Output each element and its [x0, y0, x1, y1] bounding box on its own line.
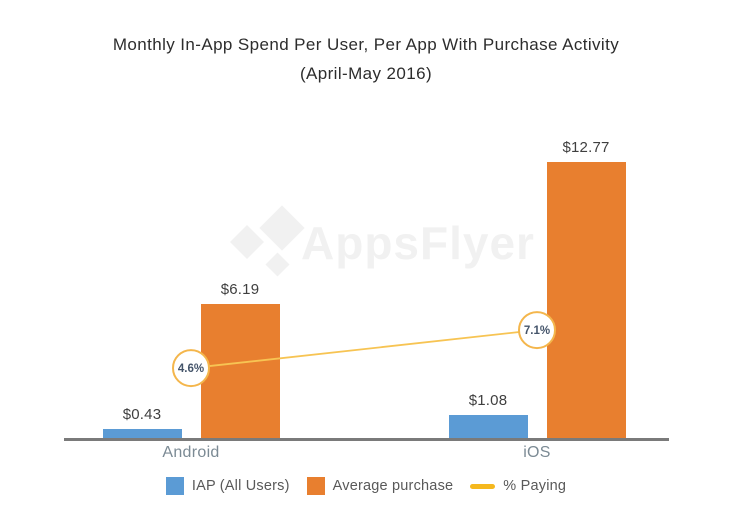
chart-title: Monthly In-App Spend Per User, Per App W… — [0, 30, 732, 88]
bar-value-label-android-iap: $0.43 — [122, 406, 162, 423]
bar-android-iap — [102, 429, 182, 438]
legend-swatch-average-purchase — [306, 477, 325, 495]
category-label-ios: iOS — [523, 444, 551, 461]
chart-title-line1: Monthly In-App Spend Per User, Per App W… — [112, 35, 620, 54]
bar-value-label-android-average-purchase: $6.19 — [220, 281, 260, 298]
bar-value-label-ios-iap: $1.08 — [468, 392, 508, 409]
legend-item-iap: IAP (All Users) — [165, 477, 290, 495]
legend-label-percent-paying: % Paying — [503, 478, 567, 494]
bar-ios-iap — [448, 415, 528, 438]
chart-title-line2: (April-May 2016) — [299, 64, 433, 83]
chart-legend: IAP (All Users) Average purchase % Payin… — [0, 477, 732, 495]
category-label-android: Android — [162, 444, 220, 461]
appsflyer-watermark: AppsFlyer — [228, 200, 534, 285]
legend-swatch-percent-paying — [470, 483, 496, 489]
legend-item-average-purchase: Average purchase — [306, 477, 454, 495]
bar-value-label-ios-average-purchase: $12.77 — [562, 139, 610, 156]
x-axis-line — [64, 438, 669, 441]
legend-label-average-purchase: Average purchase — [332, 478, 454, 494]
bar-android-average-purchase — [200, 304, 280, 438]
legend-label-iap: IAP (All Users) — [191, 478, 290, 494]
bar-ios-average-purchase — [546, 162, 626, 438]
watermark-text: AppsFlyer — [301, 217, 535, 269]
legend-item-percent-paying: % Paying — [470, 478, 566, 494]
legend-swatch-iap — [165, 477, 184, 495]
